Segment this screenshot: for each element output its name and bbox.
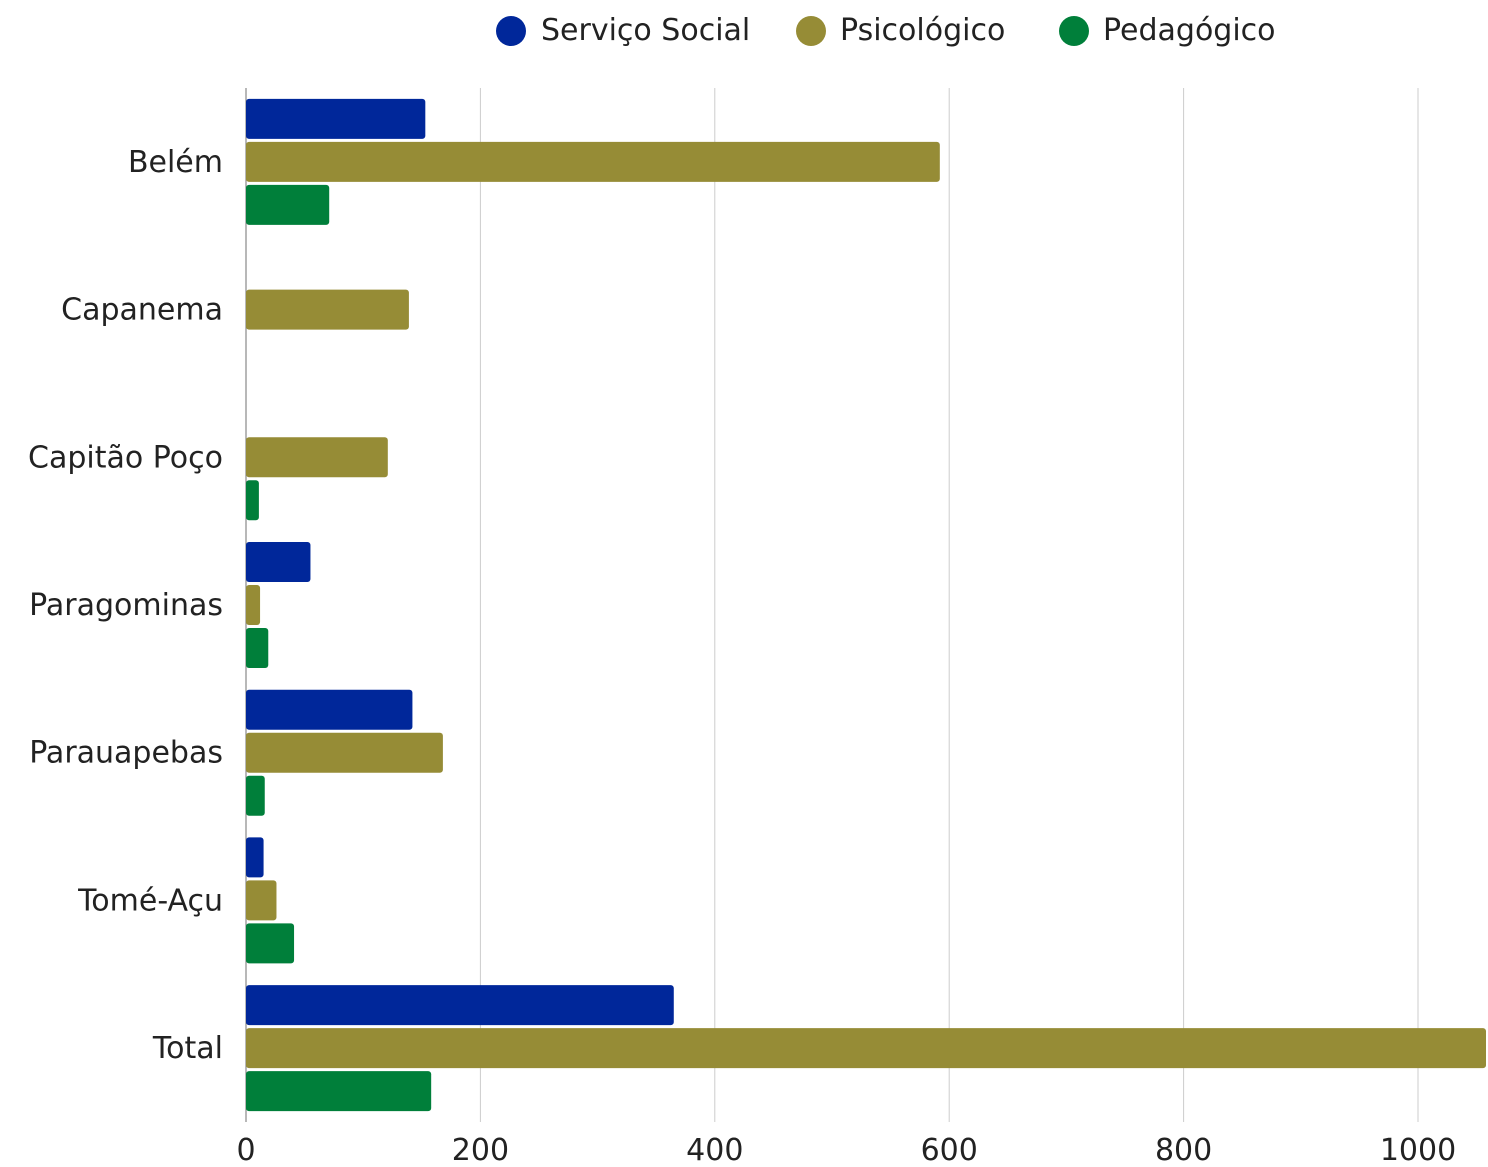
bar	[246, 1071, 432, 1112]
x-tick-label: 200	[452, 1133, 509, 1167]
category-labels: Belém Capanema Capitão Poço Paragominas Para…	[28, 145, 223, 1066]
bar	[246, 880, 277, 921]
bar	[246, 184, 330, 225]
category-label: Paragominas	[29, 588, 223, 623]
legend-marker	[796, 16, 826, 46]
bar	[246, 141, 940, 182]
bar	[246, 837, 264, 878]
bar	[246, 585, 261, 625]
bar	[246, 689, 413, 730]
legend-marker	[496, 16, 526, 46]
bar	[246, 98, 426, 139]
x-tick-label: 800	[1155, 1133, 1212, 1167]
bar	[246, 732, 443, 773]
bars	[246, 98, 1486, 1112]
category-label: Parauapebas	[29, 736, 223, 771]
grid	[245, 88, 1419, 1122]
category-label: Capanema	[61, 293, 223, 328]
bar	[246, 289, 409, 330]
legend: Serviço Social Psicológico Pedagógico	[496, 13, 1276, 48]
x-tick-label: 1000	[1380, 1133, 1456, 1167]
category-label: Total	[152, 1031, 223, 1066]
legend-label: Serviço Social	[541, 13, 750, 48]
legend-label: Psicológico	[840, 13, 1005, 48]
legend-marker	[1059, 16, 1089, 46]
bar	[246, 542, 311, 582]
category-label: Belém	[128, 145, 223, 180]
bar	[246, 480, 259, 521]
bar	[246, 1028, 1486, 1069]
legend-label: Pedagógico	[1103, 13, 1276, 48]
bar	[246, 923, 295, 964]
x-tick-label: 400	[686, 1133, 743, 1167]
x-tick-label: 0	[236, 1133, 255, 1167]
bar	[246, 775, 265, 816]
bar	[246, 437, 388, 478]
x-tick-labels: 0 200 400 600 800 1000	[236, 1133, 1456, 1167]
x-tick-label: 600	[921, 1133, 978, 1167]
bar	[246, 628, 269, 668]
category-label: Tomé-Açu	[77, 883, 223, 918]
category-label: Capitão Poço	[28, 440, 223, 475]
bar	[246, 985, 674, 1026]
